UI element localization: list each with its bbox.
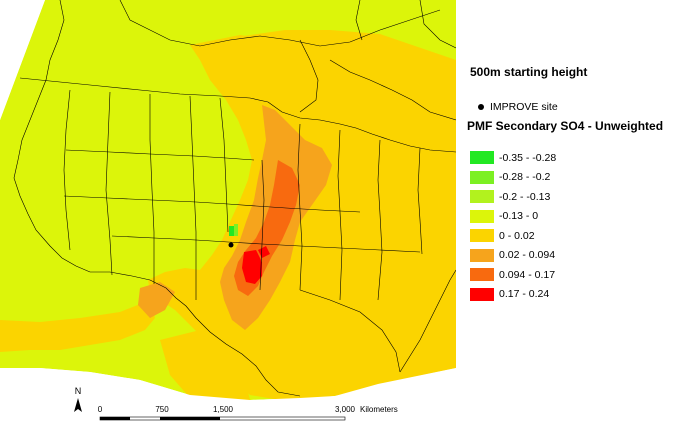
ocean-south <box>0 368 456 427</box>
site-dot-icon <box>478 103 484 110</box>
scale-tick-750: 750 <box>155 405 169 414</box>
concentration-zone-mid-west <box>138 282 175 318</box>
scale-unit: Kilometers <box>360 405 398 414</box>
legend-class-3: -0.13 - 0 <box>470 207 556 227</box>
legend-class-6: 0.094 - 0.17 <box>470 265 556 285</box>
legend-swatch <box>470 229 494 243</box>
legend-class-2: -0.2 - -0.13 <box>470 187 556 207</box>
legend-swatch <box>470 268 494 282</box>
legend-title: PMF Secondary SO4 - Unweighted <box>467 119 664 133</box>
concentration-zone-low-mexico <box>160 330 250 402</box>
legend-label: 0 - 0.02 <box>499 229 535 242</box>
subtitle: 500m starting height <box>470 65 588 79</box>
legend-label: -0.13 - 0 <box>499 210 539 223</box>
concentration-zone-peak <box>242 250 262 284</box>
legend-swatch <box>470 209 494 223</box>
legend-class-0: -0.35 - -0.28 <box>470 148 556 168</box>
legend-class-7: 0.17 - 0.24 <box>470 285 556 305</box>
map-canvas[interactable]: N 0 750 1,500 3,000 Kilometers <box>0 0 456 427</box>
legend-label: -0.2 - -0.13 <box>499 190 551 203</box>
legend-label: -0.28 - -0.2 <box>499 171 551 184</box>
scale-bar: 0 750 1,500 3,000 Kilometers <box>98 405 398 421</box>
ocean-northwest <box>0 0 45 120</box>
scale-tick-0: 0 <box>98 405 103 414</box>
legend-swatch <box>470 287 494 301</box>
legend-swatch <box>470 151 494 165</box>
legend-class-4: 0 - 0.02 <box>470 226 556 246</box>
north-arrow-icon: N <box>74 386 82 412</box>
legend-swatch <box>470 248 494 262</box>
map-panel[interactable]: N 0 750 1,500 3,000 Kilometers <box>0 0 456 427</box>
boundary-lines <box>13 0 456 397</box>
concentration-zone-low-sw <box>0 300 155 352</box>
legend-class-5: 0.02 - 0.094 <box>470 246 556 266</box>
legend-label: -0.35 - -0.28 <box>499 151 557 164</box>
legend-classes: -0.35 - -0.28 -0.28 - -0.2 -0.2 - -0.13 -0.… <box>470 148 556 304</box>
scale-tick-3000: 3,000 <box>335 405 356 414</box>
legend-class-1: -0.28 - -0.2 <box>470 168 556 188</box>
legend-label: 0.094 - 0.17 <box>499 268 556 281</box>
svg-text:N: N <box>75 386 82 396</box>
site-legend-entry: IMPROVE site <box>470 100 558 114</box>
legend-swatch <box>470 170 494 184</box>
legend-label: 0.02 - 0.094 <box>499 249 556 262</box>
improve-site-marker[interactable] <box>228 242 234 248</box>
negative-zone-2 <box>234 224 238 236</box>
legend-label: 0.17 - 0.24 <box>499 288 550 301</box>
concentration-zone-peak-2 <box>258 246 270 258</box>
legend-panel: 500m starting height IMPROVE site PMF Se… <box>467 0 674 427</box>
scale-tick-1500: 1,500 <box>213 405 234 414</box>
site-legend-label: IMPROVE site <box>490 101 558 113</box>
legend-swatch <box>470 190 494 204</box>
concentration-zone-low-north <box>190 35 300 82</box>
negative-zone-1 <box>229 226 234 236</box>
